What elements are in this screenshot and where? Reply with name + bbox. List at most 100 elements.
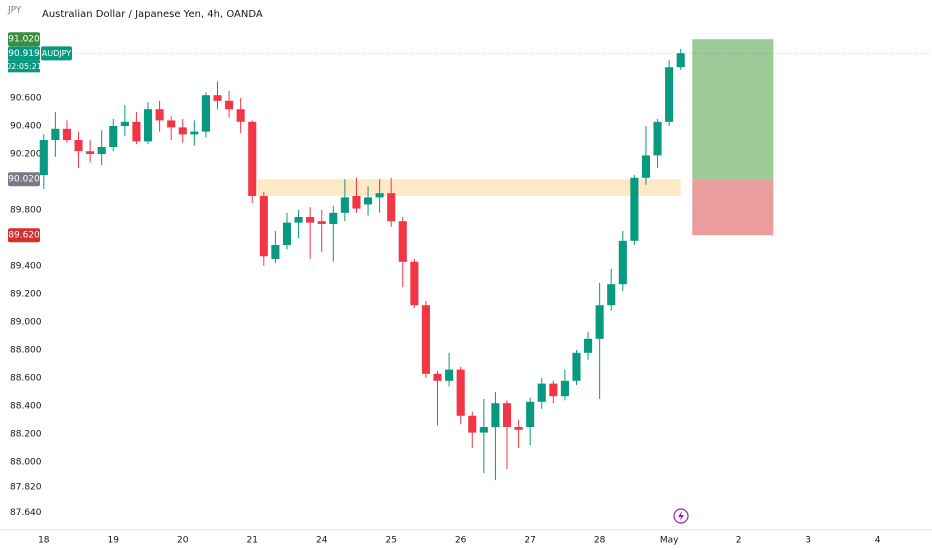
candle-body xyxy=(502,403,512,427)
x-tick-label: 18 xyxy=(38,536,50,546)
candle-body xyxy=(282,222,292,245)
candle-body xyxy=(51,128,60,140)
candle-body xyxy=(155,109,164,121)
candle-body xyxy=(86,151,95,154)
candle-body xyxy=(178,127,187,135)
candle-body xyxy=(271,245,280,259)
candle-body xyxy=(479,427,488,433)
x-tick-label: May xyxy=(660,536,679,546)
y-tick-label: 89.000 xyxy=(10,318,42,328)
candle-body xyxy=(421,305,430,374)
chart-title: Australian Dollar / Japanese Yen, 4h, OA… xyxy=(42,9,263,20)
candle-body xyxy=(630,177,639,241)
candle-body xyxy=(236,109,245,122)
candle-body xyxy=(190,131,199,135)
candle-body xyxy=(618,240,627,285)
symbol-tag-box xyxy=(41,46,72,61)
candle-body xyxy=(514,427,523,430)
candle-body xyxy=(74,140,83,152)
y-tick-label: 90.200 xyxy=(10,150,42,160)
y-tick-label: 90.600 xyxy=(10,94,42,104)
candle-body xyxy=(97,147,106,154)
x-tick-label: 27 xyxy=(524,536,535,546)
candle-body xyxy=(294,217,303,223)
x-tick-label: 21 xyxy=(247,536,258,546)
y-tick-label: 87.640 xyxy=(10,508,42,518)
candle-body xyxy=(468,415,477,433)
x-tick-label: 25 xyxy=(385,536,396,546)
candle-body xyxy=(549,383,558,397)
price-label-box xyxy=(8,172,40,187)
alert-icon[interactable] xyxy=(673,508,689,524)
supply-zone xyxy=(258,179,681,196)
x-tick-label: 2 xyxy=(736,536,742,546)
candle-body xyxy=(572,352,581,381)
candle-body xyxy=(375,193,384,198)
candle-body xyxy=(560,380,569,397)
candle-body xyxy=(537,383,546,402)
y-tick-label: 87.820 xyxy=(10,483,42,493)
y-tick-label: 89.200 xyxy=(10,290,42,300)
candle-body xyxy=(398,221,407,262)
candle-body xyxy=(607,284,616,306)
candle-body xyxy=(225,100,234,110)
candle-body xyxy=(641,155,651,178)
y-tick-label: 88.800 xyxy=(10,346,42,356)
x-tick-label: 19 xyxy=(108,536,120,546)
x-tick-label: 4 xyxy=(875,536,881,546)
candle-body xyxy=(259,196,268,257)
last-price-label-box xyxy=(8,46,40,61)
candle-body xyxy=(213,95,222,101)
candle-body xyxy=(248,121,257,196)
price-label: 90.020 xyxy=(8,175,40,185)
candle-body xyxy=(526,401,535,427)
stop-loss-area xyxy=(692,179,774,236)
candle-body xyxy=(676,53,685,68)
candle-body xyxy=(62,128,72,140)
candle-body xyxy=(410,261,419,306)
y-tick-label: 88.000 xyxy=(10,458,42,468)
candle-body xyxy=(201,95,210,132)
candle-body xyxy=(387,193,396,222)
candle-body xyxy=(456,369,465,416)
candle-body xyxy=(665,67,674,122)
countdown: 02:05:21 xyxy=(6,62,42,71)
candle-body xyxy=(306,217,315,223)
candle-body xyxy=(317,221,326,224)
plot: 90.600 90.400 90.200 89.800 89.400 89.200 89.0… xyxy=(10,39,932,546)
y-tick-label: 88.600 xyxy=(10,374,42,384)
symbol-tag: AUDJPY xyxy=(42,49,71,58)
x-tick-label: 26 xyxy=(455,536,467,546)
y-tick-label: 88.400 xyxy=(10,402,42,412)
x-tick-label: 28 xyxy=(594,536,606,546)
candle-body xyxy=(445,369,454,381)
candle-body xyxy=(584,338,593,353)
candle-body xyxy=(595,305,604,339)
candle-body xyxy=(143,109,153,142)
candle-body xyxy=(109,126,118,147)
candle-body xyxy=(491,403,500,427)
candle-body xyxy=(329,212,338,224)
candle-body xyxy=(363,197,373,205)
x-tick-label: 3 xyxy=(805,536,811,546)
symbol: JPY xyxy=(7,6,22,16)
candle-body xyxy=(39,140,48,175)
candle-body xyxy=(653,121,662,156)
price-label: 89.620 xyxy=(8,231,40,241)
x-tick-label: 20 xyxy=(177,536,189,546)
y-tick-label: 89.400 xyxy=(10,262,42,272)
x-tick-label: 24 xyxy=(316,536,328,546)
take-profit-area xyxy=(692,39,774,180)
candle-body xyxy=(167,120,176,128)
candle-body xyxy=(433,373,442,381)
y-tick-label: 89.800 xyxy=(10,206,42,216)
countdown-box xyxy=(8,60,40,73)
last-price-label: 90.919 xyxy=(8,49,40,59)
price-label-box xyxy=(8,32,40,47)
candle-body xyxy=(352,196,361,209)
candle-body xyxy=(120,121,129,126)
price-label-box xyxy=(8,228,40,243)
y-tick-label: 90.400 xyxy=(10,122,42,132)
